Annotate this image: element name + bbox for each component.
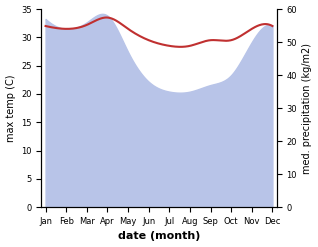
Y-axis label: max temp (C): max temp (C): [5, 74, 16, 142]
X-axis label: date (month): date (month): [118, 231, 200, 242]
Y-axis label: med. precipitation (kg/m2): med. precipitation (kg/m2): [302, 43, 313, 174]
